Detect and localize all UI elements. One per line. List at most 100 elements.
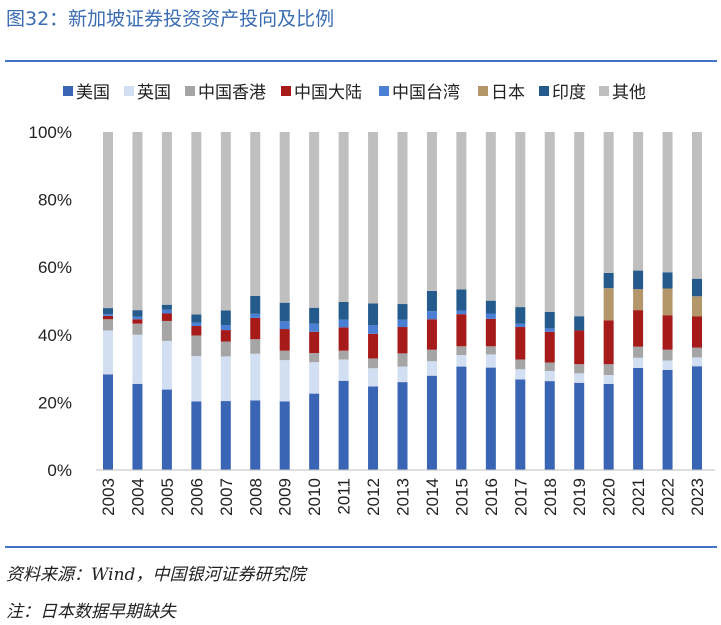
x-tick-label: 2023: [688, 478, 707, 516]
bar-segment-2008-series-3: [250, 317, 261, 340]
bar-segment-2006-series-4: [191, 322, 202, 327]
bar-segment-2005-series-4: [161, 309, 172, 314]
bar-segment-2005-series-3: [161, 313, 172, 321]
bar-segment-2009-series-7: [279, 132, 290, 303]
bar-segment-2020-series-5: [603, 288, 614, 321]
bar-segment-2003-series-6: [103, 308, 113, 315]
bar-segment-2022-series-2: [662, 349, 673, 361]
bar-segment-2016-series-7: [485, 132, 496, 301]
bar-segment-2017-series-6: [515, 307, 526, 324]
legend-label: 英国: [137, 83, 171, 103]
bar-segment-2006-series-3: [191, 326, 202, 336]
bar-segment-2003-series-2: [103, 319, 113, 331]
bar-segment-2016-series-0: [485, 367, 496, 470]
bar-segment-2007-series-6: [220, 310, 231, 325]
bar-segment-2010-series-4: [309, 323, 320, 332]
bar-segment-2011-series-4: [338, 319, 349, 328]
bar-segment-2015-series-4: [456, 310, 467, 315]
bar-segment-2010-series-2: [309, 353, 320, 363]
bar-segment-2018-series-7: [544, 132, 555, 312]
bar-segment-2018-series-4: [544, 328, 555, 332]
legend-swatch: [281, 86, 291, 96]
x-tick-label: 2012: [364, 478, 383, 516]
legend: 美国 英国 中国香港 中国大陆 中国台湾 日本 印度 其他: [63, 83, 646, 103]
bar-segment-2019-series-7: [574, 132, 585, 317]
bar-segment-2016-series-6: [485, 300, 496, 314]
bar-segment-2014-series-1: [426, 361, 437, 376]
bar-segment-2011-series-0: [338, 380, 349, 470]
bar-segment-2023-series-2: [692, 347, 702, 358]
bar-segment-2017-series-2: [515, 359, 526, 370]
x-tick-label: 2006: [187, 478, 206, 516]
legend-label: 中国台湾: [392, 83, 460, 103]
bar-segment-2012-series-4: [368, 325, 379, 334]
bar-segment-2023-series-1: [692, 357, 702, 367]
bar-segment-2013-series-1: [397, 366, 408, 383]
bar-segment-2009-series-3: [279, 329, 290, 351]
bar-segment-2014-series-3: [426, 319, 437, 350]
bar-segment-2011-series-7: [338, 132, 349, 303]
bar-segment-2012-series-7: [368, 132, 379, 304]
bar-segment-2018-series-1: [544, 370, 555, 382]
bar-segment-2007-series-7: [220, 132, 231, 311]
bar-segment-2009-series-2: [279, 350, 290, 361]
bar-segment-2006-series-1: [191, 356, 202, 402]
bar-segment-2017-series-3: [515, 327, 526, 360]
bar-segment-2019-series-2: [574, 364, 585, 374]
bar-segment-2003-series-1: [103, 330, 113, 375]
bar-segment-2003-series-0: [103, 374, 113, 470]
bar-segment-2020-series-0: [603, 383, 614, 470]
bar-segment-2006-series-7: [191, 132, 202, 315]
bar-segment-2022-series-7: [662, 132, 673, 273]
bar-segment-2004-series-2: [132, 323, 143, 335]
y-tick-label: 40%: [38, 326, 72, 345]
bar-segment-2012-series-3: [368, 333, 379, 359]
legend-swatch: [185, 86, 195, 96]
footnote: 注：日本数据早期缺失: [6, 602, 176, 622]
y-tick-label: 0%: [47, 461, 72, 480]
bar-segment-2004-series-3: [132, 319, 143, 324]
bar-segment-2008-series-4: [250, 313, 261, 318]
bar-segment-2010-series-1: [309, 362, 320, 394]
source-note: 资料来源：Wind，中国银河证券研究院: [6, 565, 306, 585]
x-tick-label: 2021: [629, 478, 648, 516]
x-tick-label: 2008: [246, 478, 265, 516]
bar-segment-2007-series-0: [220, 401, 231, 470]
bar-segment-2009-series-4: [279, 321, 290, 330]
x-tick-label: 2016: [482, 478, 501, 516]
x-tick-label: 2014: [423, 478, 442, 516]
bar-segment-2011-series-6: [338, 302, 349, 320]
x-tick-label: 2017: [511, 478, 530, 516]
bar-segment-2020-series-1: [603, 375, 614, 384]
bar-segment-2015-series-2: [456, 346, 467, 356]
y-tick-label: 100%: [29, 123, 72, 142]
bar-segment-2010-series-0: [309, 393, 320, 470]
legend-label: 日本: [491, 83, 525, 103]
bar-segment-2004-series-0: [132, 383, 143, 470]
x-tick-label: 2004: [128, 478, 147, 516]
x-tick-label: 2015: [452, 478, 471, 516]
legend-swatch: [63, 86, 73, 96]
bar-segment-2021-series-0: [633, 367, 644, 470]
bar-segment-2013-series-4: [397, 319, 408, 328]
x-tick-label: 2010: [305, 478, 324, 516]
x-tick-label: 2013: [394, 478, 413, 516]
bar-segment-2022-series-5: [662, 288, 673, 316]
bar-segment-2016-series-2: [485, 346, 496, 355]
bar-segment-2017-series-4: [515, 323, 526, 328]
bar-segment-2019-series-1: [574, 373, 585, 383]
bar-segment-2015-series-7: [456, 132, 467, 290]
bar-segment-2021-series-3: [633, 310, 644, 347]
bar-segment-2013-series-7: [397, 132, 408, 305]
legend-label: 印度: [552, 83, 586, 103]
bar-segment-2013-series-3: [397, 327, 408, 354]
bar-segment-2013-series-6: [397, 304, 408, 320]
bar-segment-2005-series-1: [161, 340, 172, 390]
legend-swatch: [539, 86, 549, 96]
bar-segment-2010-series-3: [309, 331, 320, 354]
y-tick-label: 60%: [38, 258, 72, 277]
bar-segment-2015-series-6: [456, 289, 467, 311]
x-tick-label: 2005: [158, 478, 177, 516]
top-divider: [5, 60, 717, 62]
legend-swatch: [379, 86, 389, 96]
